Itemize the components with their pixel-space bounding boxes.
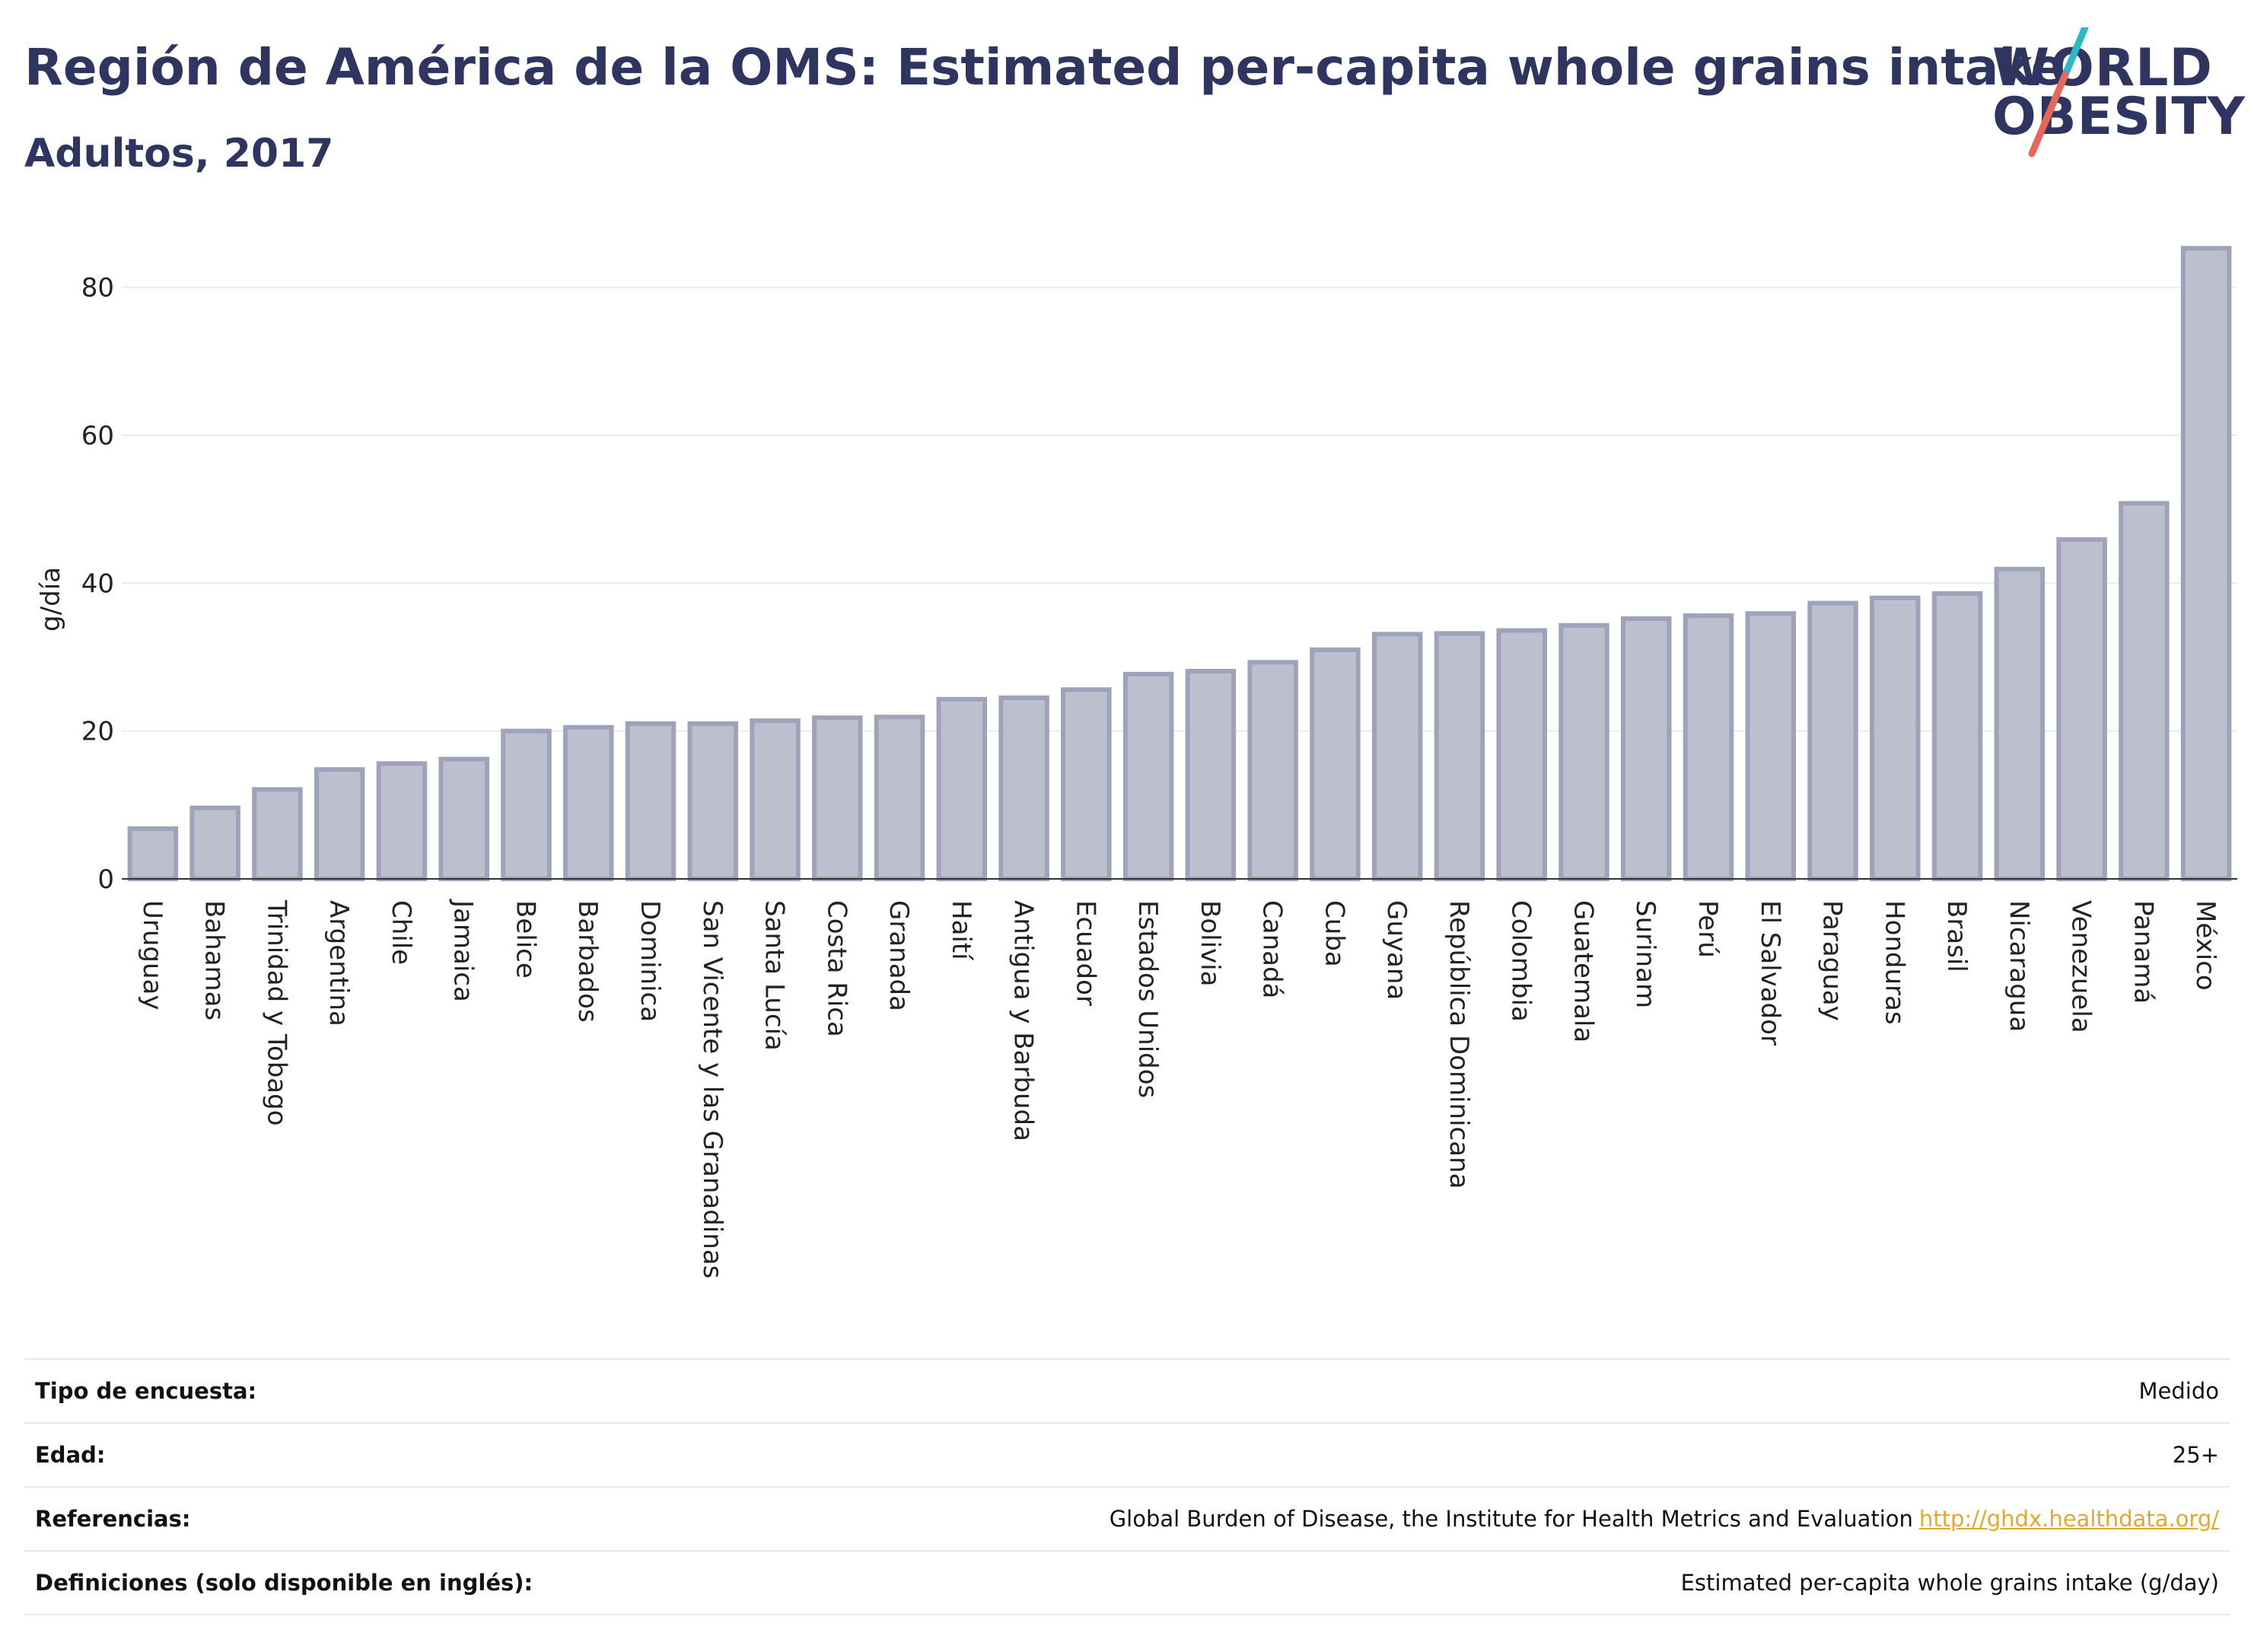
info-value-text: 25+ [2172,1442,2219,1468]
x-tick-label: Honduras [1879,900,1909,1025]
x-tick-label: Uruguay [137,900,167,1011]
info-row: Edad: 25+ [24,1422,2230,1486]
x-tick-label: Guatemala [1568,900,1598,1042]
bar [1683,613,1734,881]
x-tick-label: Bahamas [199,900,230,1020]
bar [438,756,489,882]
x-tick-label: Argentina [323,900,354,1027]
x-tick-label: Ecuador [1070,900,1100,1006]
logo-line-1: WORLD [1992,38,2213,98]
bar [1559,622,1609,881]
x-tick-label: Santa Lucía [759,900,790,1051]
x-tick-label: Chile [386,900,416,965]
x-tick-label: Colombia [1506,900,1536,1022]
info-label: Definiciones (solo disponible en inglés)… [35,1570,533,1596]
x-tick-label: Panamá [2128,900,2158,1004]
y-tick-label: 80 [81,273,114,304]
x-tick-label: Trinidad y Tobago [261,899,291,1126]
info-row: Referencias: Global Burden of Disease, th… [24,1486,2230,1550]
x-tick-label: Estados Unidos [1132,900,1163,1098]
bar [1931,590,1983,881]
y-tick-label: 40 [81,568,114,599]
y-axis-label: g/día [36,567,66,632]
world-obesity-logo: WORLD OBESITY [1979,27,2245,161]
x-tick-label: Jamaica [448,899,479,1002]
x-tick-label: México [2190,900,2221,991]
bar [189,805,240,882]
info-table: Tipo de encuesta: Medido Edad: 25+ Referenci… [24,1358,2230,1615]
x-tick-label: Belice [510,900,540,979]
x-tick-label: Cuba [1319,900,1349,967]
x-tick-label: Canadá [1257,900,1288,998]
bar [2056,537,2107,882]
x-tick-label: San Vicente y las Granadinas [697,900,728,1278]
bar [562,724,614,881]
info-value: Medido [2139,1378,2230,1404]
bar [252,787,303,881]
x-tick-label: Venezuela [2066,900,2097,1033]
x-tick-label: Costa Rica [821,900,852,1037]
bar [1496,628,1547,882]
x-tick-label: Brasil [1941,900,1972,972]
info-row: Tipo de encuesta: Medido [24,1358,2230,1422]
bar [1745,611,1797,881]
bar [376,761,428,881]
info-row: Definiciones (solo disponible en inglés)… [24,1550,2230,1615]
info-value-text: Estimated per-capita whole grains intake… [1680,1570,2219,1596]
y-tick-label: 0 [97,864,114,895]
x-tick-label: Perú [1692,900,1723,958]
logo-line-2: OBESITY [1992,87,2246,147]
bar [1061,687,1112,881]
bar [936,696,988,881]
bar [1620,616,1672,881]
bar [2119,501,2170,881]
info-value: Global Burden of Disease, the Institute … [1110,1506,2230,1532]
bar-chart: 0 20 40 60 80 g/día Uruguay Bahamas Trinidad y T… [36,246,2237,1278]
info-value: Estimated per-capita whole grains intake… [1681,1570,2230,1596]
bar [1122,671,1174,881]
info-value: 25+ [2173,1442,2230,1468]
x-tick-label: Surinam [1630,900,1660,1008]
x-tick-label: Antigua y Barbuda [1008,900,1039,1141]
bar [1870,595,1921,882]
bar [1994,566,2046,881]
y-tick-label: 20 [81,717,114,747]
bar [812,715,863,881]
bar [687,721,739,881]
info-label: Edad: [35,1442,106,1468]
bar [1434,631,1485,881]
source-link[interactable]: http://ghdx.healthdata.org/ [1918,1506,2219,1532]
bar [1185,668,1237,882]
bar [1310,647,1361,881]
info-label: Tipo de encuesta: [35,1378,257,1404]
info-value-text: Medido [2138,1378,2219,1404]
logo-slash-icon [2028,27,2089,158]
x-tick-label: Granada [884,900,914,1011]
x-tick-label: Guyana [1381,900,1412,1000]
y-tick-label: 60 [81,421,114,451]
bar [1371,632,1423,881]
x-tick-label: Haití [946,900,976,961]
chart-title: Región de América de la OMS: Estimated p… [24,38,2065,97]
info-value-text: Global Burden of Disease, the Institute … [1109,1506,1913,1532]
bar [625,721,677,881]
info-label: Referencias: [35,1506,191,1532]
bar [314,767,365,881]
bar [1247,660,1298,881]
bar [127,826,179,881]
bar [1807,600,1858,882]
x-tick-label: República Dominicana [1444,900,1474,1189]
x-tick-label: Barbados [572,900,603,1023]
x-tick-label: Paraguay [1817,900,1848,1021]
x-tick-label: Nicaragua [2004,900,2034,1032]
bar [501,728,552,881]
chart-subtitle: Adultos, 2017 [24,131,334,177]
x-tick-label: El Salvador [1755,900,1785,1046]
x-tick-label: Dominica [635,900,665,1022]
bar [874,715,925,882]
x-tick-label: Bolivia [1195,900,1225,986]
bar [750,718,801,881]
bar [2180,246,2232,881]
bar [998,695,1049,881]
